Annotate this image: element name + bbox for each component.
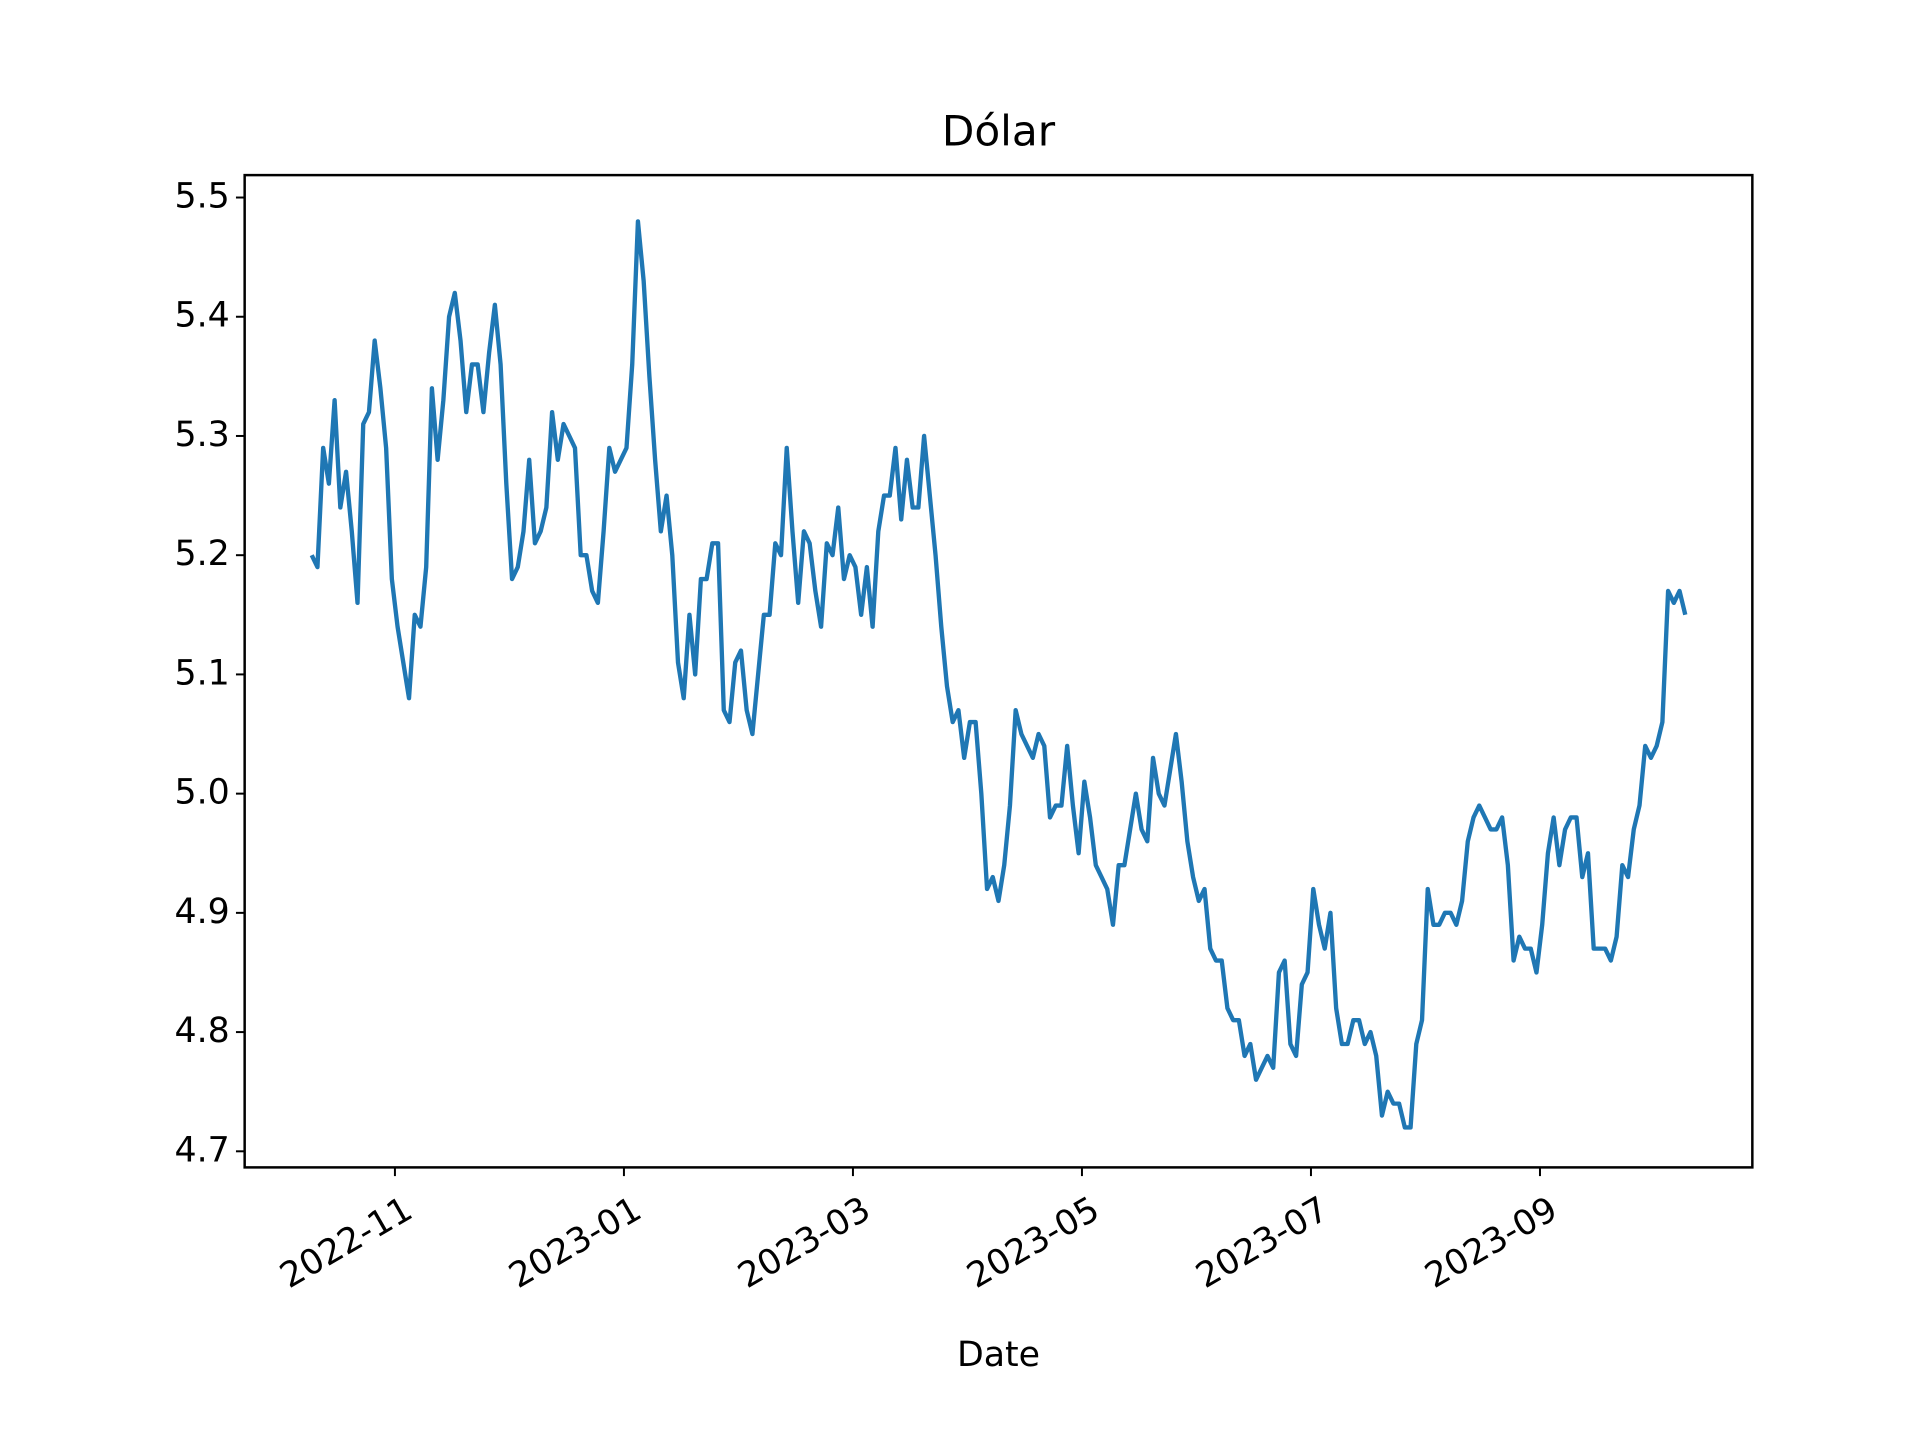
x-tick-label: 2023-01 [502,1189,648,1296]
y-tick-label: 4.9 [174,892,229,932]
data-line [309,219,1688,1130]
plot-area: 4.7 4.8 4.9 5.0 5.1 5.2 5.3 5.4 5.5 2022-11 2023-0… [174,177,1688,1297]
x-tick-label: 2023-07 [1190,1189,1336,1296]
y-tick-label: 4.8 [174,1011,229,1051]
x-tick-label: 2022-11 [273,1189,419,1296]
y-tick-label: 4.7 [174,1130,229,1170]
chart-title: Dólar [942,107,1056,156]
axes-frame [243,173,1754,1169]
y-tick-label: 5.0 [174,773,229,813]
x-tick-label: 2023-09 [1419,1189,1565,1296]
x-tick-label: 2023-03 [731,1189,877,1296]
y-tick-label: 5.4 [174,296,229,336]
y-tick-label: 5.2 [174,534,229,574]
y-tick-label: 5.5 [174,177,229,217]
y-tick-label: 5.1 [174,653,229,693]
x-axis-label: Date [957,1335,1040,1375]
y-tick-label: 5.3 [174,415,229,455]
x-tick-label: 2023-05 [961,1189,1107,1296]
